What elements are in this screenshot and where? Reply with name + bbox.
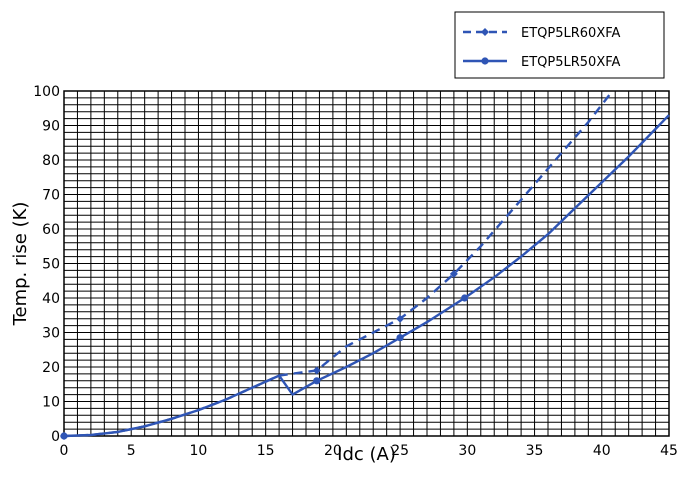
y-tick-label: 50 xyxy=(42,257,60,273)
series-line xyxy=(63,90,614,438)
legend-label: ETQP5LR60XFA xyxy=(521,26,621,41)
y-tick-label: 20 xyxy=(42,360,60,376)
x-tick-label: 20 xyxy=(324,443,342,459)
legend-label: ETQP5LR50XFA xyxy=(521,55,621,70)
y-tick-label: 100 xyxy=(33,84,60,100)
x-tick-label: 45 xyxy=(660,443,678,459)
series-marker xyxy=(396,334,404,342)
x-tick-labels: 0 5 10 15 20 25 30 35 40 45 xyxy=(60,443,678,459)
legend-entries: ETQP5LR60XFA ETQP5LR50XFA xyxy=(463,26,621,70)
y-tick-label: 60 xyxy=(42,222,60,238)
legend-entry: ETQP5LR60XFA xyxy=(463,26,621,41)
legend: ETQP5LR60XFA ETQP5LR50XFA xyxy=(454,11,665,79)
x-tick-label: 25 xyxy=(391,443,409,459)
series-marker xyxy=(396,314,405,323)
y-tick-label: 0 xyxy=(51,429,60,445)
y-tick-label: 80 xyxy=(42,153,60,169)
y-tick-label: 10 xyxy=(42,395,60,411)
legend-entry: ETQP5LR50XFA xyxy=(463,55,621,70)
x-tick-label: 15 xyxy=(257,443,275,459)
y-tick-label: 90 xyxy=(42,119,60,135)
series-marker xyxy=(481,28,489,36)
x-tick-label: 40 xyxy=(593,443,611,459)
series-ETQP5LR50XFA xyxy=(60,114,670,440)
x-tick-label: 5 xyxy=(127,443,136,459)
chart-grid xyxy=(63,90,670,437)
plot-frame xyxy=(63,90,670,437)
x-axis-label: Idc (A) xyxy=(337,444,396,465)
legend-box xyxy=(454,11,665,79)
series-marker xyxy=(449,269,458,278)
series-marker xyxy=(312,366,321,375)
x-tick-label: 10 xyxy=(190,443,208,459)
series-marker xyxy=(313,377,321,385)
series-marker xyxy=(461,294,469,302)
y-tick-label: 30 xyxy=(42,326,60,342)
y-tick-label: 70 xyxy=(42,188,60,204)
series-line xyxy=(63,114,670,438)
x-tick-label: 30 xyxy=(458,443,476,459)
y-axis-label: Temp. rise (K) xyxy=(10,202,31,327)
x-tick-label: 0 xyxy=(60,443,69,459)
series-layer xyxy=(60,90,670,440)
y-tick-labels: 0 10 20 30 40 50 60 70 80 90 100 xyxy=(33,84,60,445)
series-marker xyxy=(481,57,489,65)
y-tick-label: 40 xyxy=(42,291,60,307)
series-marker xyxy=(60,432,68,440)
x-tick-label: 35 xyxy=(526,443,544,459)
